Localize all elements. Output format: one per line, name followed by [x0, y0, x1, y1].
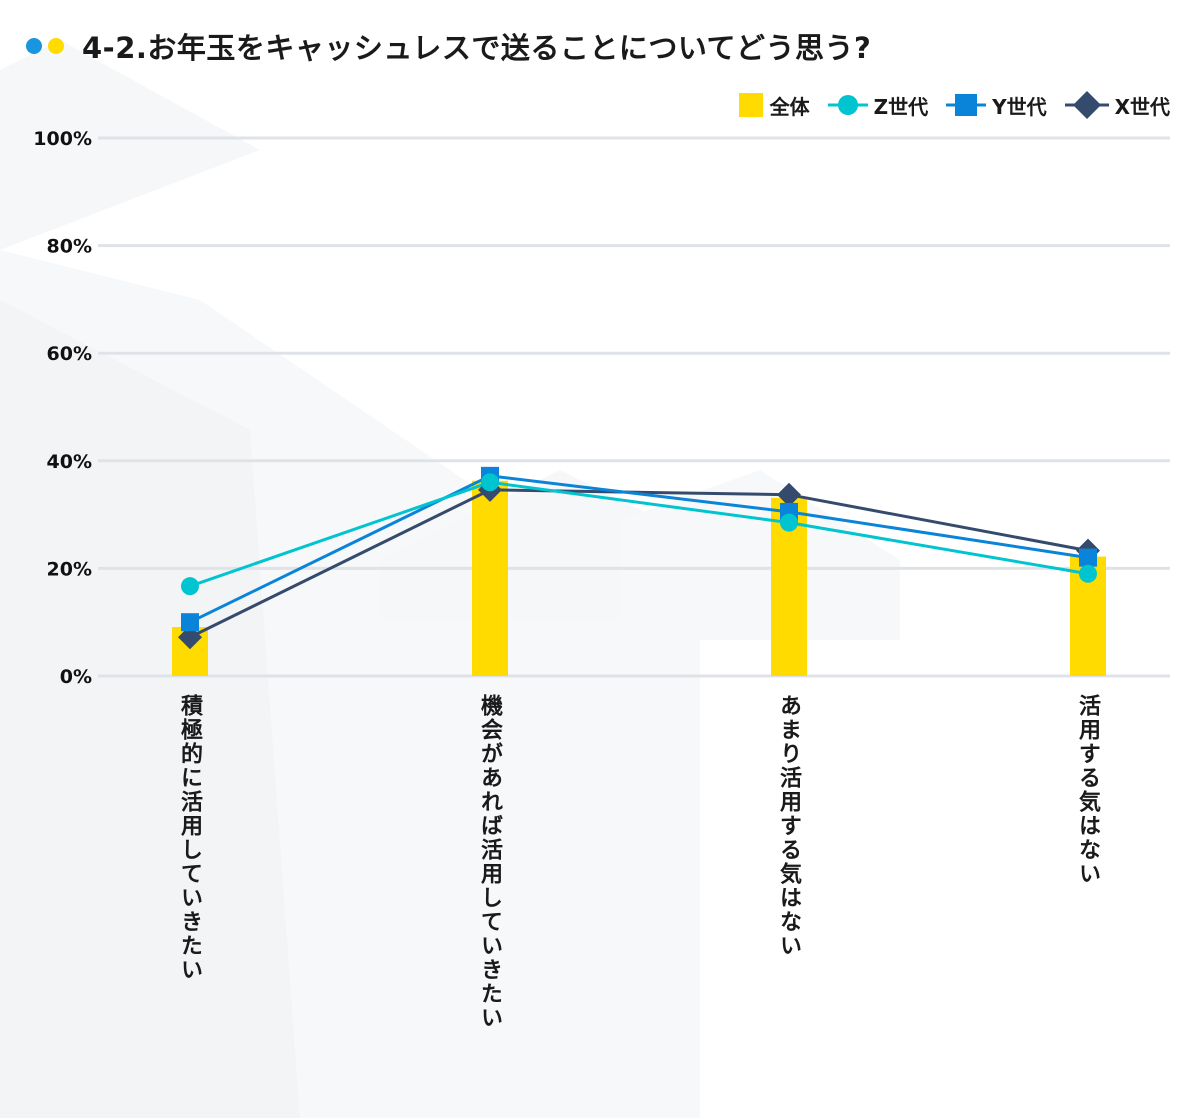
- y-tick-label: 80%: [47, 236, 92, 258]
- legend-label: Y世代: [992, 94, 1047, 119]
- legend-label: X世代: [1114, 94, 1170, 119]
- line-z: [189, 480, 1089, 588]
- point-z: [780, 513, 798, 532]
- x-tick-label: あまり活用する気はない: [776, 694, 801, 958]
- legend-label: 全体: [769, 94, 810, 119]
- legend-item-all: 全体: [738, 91, 810, 120]
- x-tick-label: 積極的に活用していきたい: [177, 694, 202, 982]
- point-x: [777, 482, 801, 507]
- y-tick-label: 20%: [47, 558, 92, 580]
- legend-item-y: Y世代: [946, 91, 1047, 120]
- bar-all: [472, 480, 508, 676]
- y-tick-label: 40%: [47, 451, 92, 473]
- chart-title-bar: 4-2.お年玉をキャッシュレスで送ることについてどう思う?: [26, 22, 871, 70]
- x-tick-label: 活用する気はない: [1075, 694, 1100, 886]
- chart-title: 4-2.お年玉をキャッシュレスで送ることについてどう思う?: [82, 31, 872, 65]
- point-z: [1079, 564, 1097, 583]
- legend-item-z: Z世代: [827, 91, 929, 120]
- line-x: [189, 488, 1089, 639]
- point-x: [178, 625, 202, 650]
- yellow-dot-icon: [48, 38, 64, 54]
- point-z: [181, 577, 199, 596]
- legend: 全体 Z世代 Y世代 X世代: [738, 90, 1170, 120]
- legend-label: Z世代: [873, 94, 929, 119]
- circle-marker-icon: [827, 95, 868, 115]
- point-y: [1079, 548, 1097, 567]
- legend-item-x: X世代: [1064, 90, 1170, 120]
- blue-dot-icon: [26, 38, 42, 54]
- y-tick-label: 0%: [60, 666, 92, 688]
- x-tick-label: 機会があれば活用していきたい: [477, 694, 502, 1030]
- point-z: [481, 473, 499, 492]
- line-y: [189, 474, 1089, 624]
- bar-swatch-icon: [738, 93, 763, 117]
- y-tick-label: 100%: [33, 128, 92, 150]
- y-tick-label: 60%: [47, 343, 92, 365]
- diamond-marker-icon: [1064, 91, 1109, 119]
- square-marker-icon: [946, 94, 987, 116]
- point-y: [181, 613, 199, 632]
